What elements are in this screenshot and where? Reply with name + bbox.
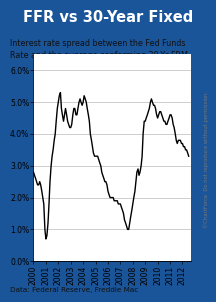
Text: Data: Federal Reserve, Freddie Mac: Data: Federal Reserve, Freddie Mac	[10, 288, 138, 294]
Text: Interest rate spread between the Fed Funds
Rate and the average conforming 30-Yr: Interest rate spread between the Fed Fun…	[10, 39, 191, 60]
Text: FFR vs 30-Year Fixed: FFR vs 30-Year Fixed	[23, 10, 193, 25]
Text: ©ChartForce  Do not reproduce without permission.: ©ChartForce Do not reproduce without per…	[203, 91, 209, 228]
